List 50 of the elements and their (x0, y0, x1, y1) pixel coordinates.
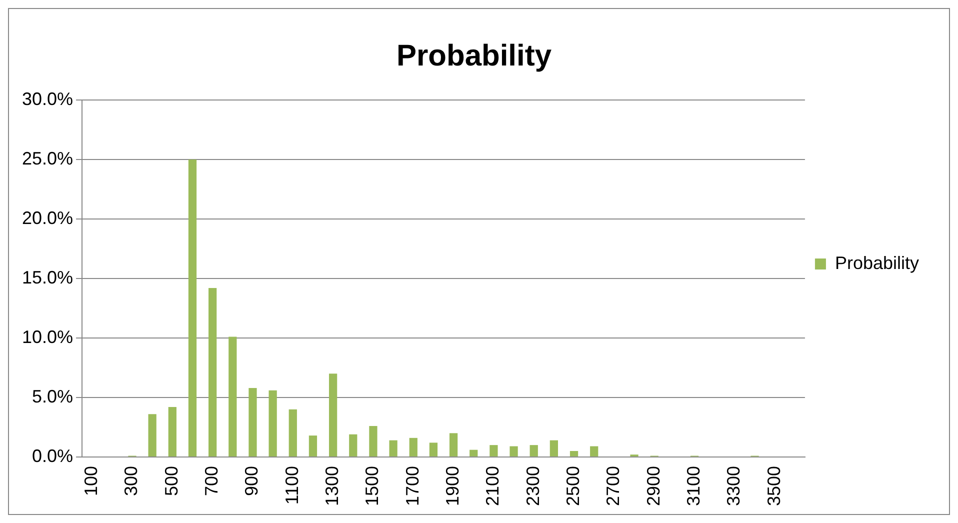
y-tick-label: 30.0% (22, 88, 74, 109)
bar (369, 426, 378, 456)
x-tick-label: 1100 (282, 466, 302, 505)
bar (409, 438, 418, 456)
legend-label: Probability (834, 252, 920, 273)
x-tick-label: 700 (202, 466, 222, 496)
bar (590, 446, 598, 456)
x-tick-label: 100 (81, 466, 102, 496)
bar (429, 442, 438, 456)
y-tick-label: 15.0% (22, 267, 74, 288)
bar (550, 440, 558, 456)
bar (248, 388, 257, 456)
bar (530, 445, 538, 456)
bar (510, 446, 518, 456)
bar (188, 159, 197, 456)
bar (389, 440, 398, 456)
x-tick-label: 1300 (322, 466, 342, 506)
chart-title: Probability (396, 39, 552, 72)
bar (490, 445, 498, 456)
bar (349, 434, 358, 456)
x-tick-label: 2500 (562, 466, 583, 506)
bar (570, 451, 578, 456)
x-tick-label: 900 (242, 466, 262, 496)
x-tick-label: 2100 (482, 466, 503, 506)
x-tick-label: 3300 (724, 466, 744, 506)
bar (288, 409, 297, 456)
bar (268, 390, 277, 456)
bar (208, 288, 217, 456)
x-tick-label: 3100 (683, 466, 704, 506)
y-tick-label: 25.0% (22, 148, 74, 168)
bar (148, 414, 156, 456)
bar (228, 336, 237, 456)
bar (449, 433, 458, 456)
y-tick-label: 10.0% (22, 326, 74, 347)
x-tick-label: 500 (161, 466, 182, 496)
x-tick-label: 1500 (362, 466, 382, 506)
y-tick-label: 20.0% (22, 208, 74, 228)
bar (328, 374, 338, 456)
x-tick-label: 3500 (764, 466, 784, 506)
y-tick-label: 5.0% (32, 386, 74, 406)
bar (308, 436, 318, 456)
bar (470, 450, 478, 456)
x-tick-label: 2700 (603, 466, 624, 506)
x-tick-label: 2300 (522, 466, 543, 506)
x-tick-label: 1900 (442, 466, 463, 506)
x-tick-label: 300 (121, 466, 142, 496)
x-tick-label: 1700 (402, 466, 422, 506)
y-tick-label: 0.0% (32, 446, 74, 466)
x-tick-label: 2900 (643, 466, 664, 506)
bar (168, 406, 176, 456)
